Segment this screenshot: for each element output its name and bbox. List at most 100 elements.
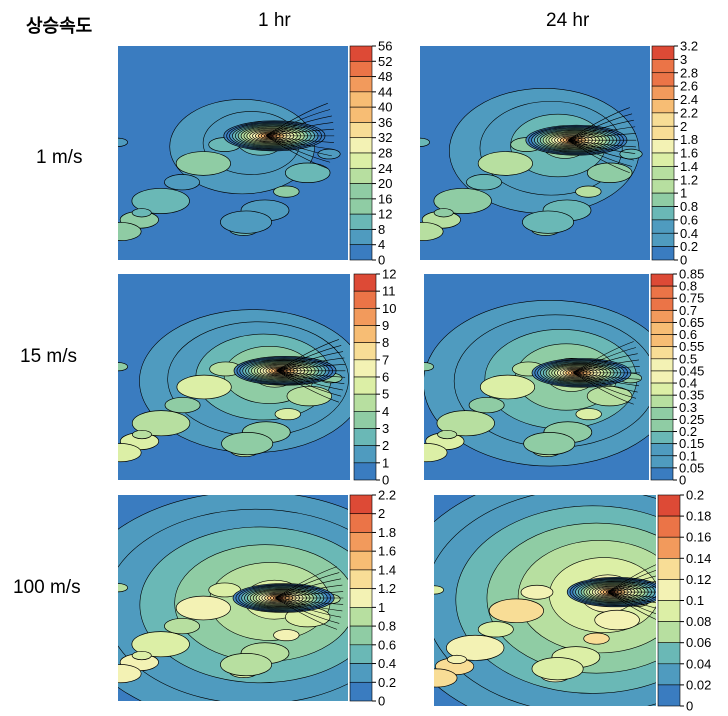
colorbar-tick-label: 0.75 [679,291,704,306]
colorbar-swatch [349,681,373,702]
colorbar-tick-label: 5 [382,387,389,402]
land-contour [479,374,536,400]
land-contour [164,618,200,635]
colorbar-swatch [349,588,373,608]
contour-map [434,495,656,706]
land-contour [522,210,574,234]
colorbar-tick-label: 0.06 [686,635,711,650]
land-contour [273,185,300,198]
land-contour [164,174,200,191]
isoline [276,370,345,385]
isoline [572,372,638,393]
colorbar-tick-label: 10 [382,301,396,316]
colorbar-swatch [353,411,377,429]
isoline [274,597,340,624]
colorbar-tick-label: 2.2 [378,488,396,503]
colorbar-tick-label: 44 [378,84,392,99]
land-contour [434,585,444,595]
colorbar-swatch [651,85,675,100]
isoline [567,113,633,141]
colorbar-tick-label: 0.1 [686,593,704,608]
colorbar-swatch [650,455,674,469]
colorbar-swatch [349,663,373,683]
colorbar-swatch [349,569,373,589]
row-label-1ms: 1 m/s [36,147,83,168]
column-header-24hr: 24 hr [546,10,590,31]
land-contour [575,185,602,198]
land-contour [575,408,602,421]
colorbar-tick-label: 52 [378,54,392,69]
colorbar-tick-label: 0.6 [679,327,697,342]
isoline [567,139,634,161]
colorbar-tick-label: 1 [680,186,687,201]
colorbar-tick-label: 0.15 [679,436,704,451]
isoline [276,339,339,372]
column-header-1hr: 1 hr [258,10,291,31]
colorbar-tick-label: 0 [686,699,693,714]
isoline [274,566,338,599]
colorbar-tick-label: 0.08 [686,614,711,629]
land-contour [446,634,505,661]
contour-map-panel [118,495,348,701]
colorbar-tick-label: 0.02 [686,677,711,692]
colorbar-swatch [353,376,377,395]
isoline [607,591,656,615]
land-contour [164,397,201,414]
land-contour [420,222,444,242]
contour-map [118,46,348,260]
isoline [607,586,656,593]
colorbar-tick-label: 4 [382,404,389,419]
colorbar-swatch [353,462,377,481]
isoline [265,128,334,137]
colorbar-tick-label: 0 [680,253,687,268]
colorbar-tick-label: 0 [378,253,385,268]
colorbar-swatch [349,550,373,571]
colorbar-tick-label: 7 [382,352,389,367]
colorbar-swatch [353,342,377,361]
land-contour [420,137,430,147]
colorbar-swatch [349,76,373,93]
colorbar-swatch [651,219,675,234]
colorbar-tick-label: 1.8 [378,525,396,540]
colorbar-swatch [349,532,373,552]
colorbar-swatch [651,246,675,261]
colorbar-tick-label: 8 [378,222,385,237]
colorbar-tick-label: 0.45 [679,363,704,378]
colorbar-tick-label: 1.2 [680,172,698,187]
colorbar-swatch [650,370,674,384]
isoline [572,372,640,380]
land-contour [118,137,128,147]
land-contour [520,584,554,600]
isoline [276,351,344,372]
colorbar-swatch [651,99,675,114]
row-label-100ms: 100 m/s [13,577,81,598]
isoline [276,357,345,372]
colorbar-swatch [353,325,377,343]
isoline [572,372,640,387]
colorbar-swatch [353,393,377,412]
colorbar-tick-label: 0.16 [686,530,711,545]
colorbar: 3.2 3 2.8 2.6 2.4 2.2 2 1.8 1.6 1.4 1.2 1 0.8 0.6 0.4 0… [651,39,726,268]
colorbar-tick-label: 0.12 [686,572,711,587]
colorbar-tick-label: 3.2 [680,39,698,54]
colorbar-tick-label: 28 [378,146,392,161]
isoline [274,597,342,618]
contour-map [118,274,350,480]
colorbar-swatch [349,494,373,515]
colorbar-tick-label: 2.8 [680,65,698,80]
land-contour [286,385,333,407]
figure-corner-label: 상승속도 [26,16,93,37]
colorbar-swatch [650,431,674,444]
colorbar-tick-label: 12 [378,207,392,222]
land-contour [437,429,458,440]
colorbar-tick-label: 2 [378,506,385,521]
land-contour [284,162,331,183]
colorbar-tick-label: 0 [679,473,686,488]
colorbar-tick-label: 0.65 [679,315,704,330]
colorbar-tick-label: 11 [382,284,396,299]
colorbar-swatch [349,137,373,154]
colorbar-tick-label: 6 [382,370,389,385]
colorbar-tick-label: 1.2 [378,581,396,596]
colorbar-swatch [651,179,675,194]
contour-map [420,46,650,260]
